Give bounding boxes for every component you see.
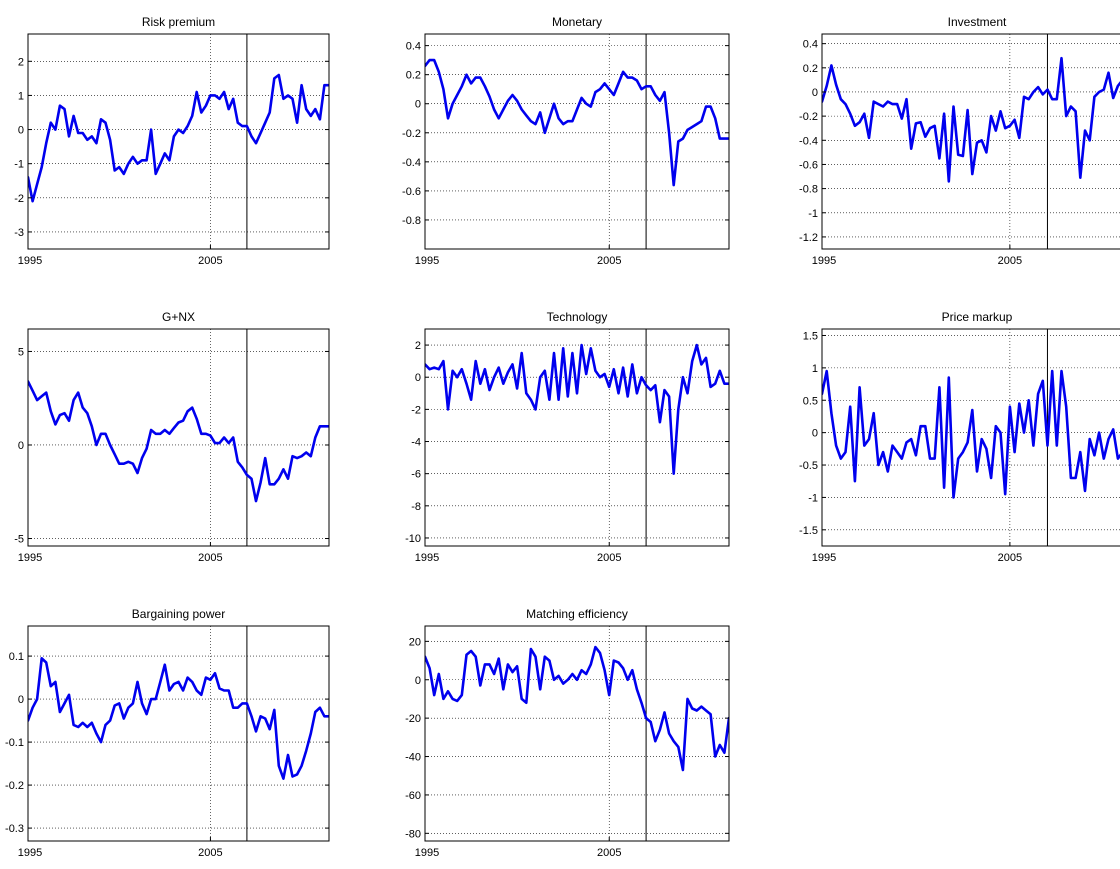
y-tick-label: -5	[14, 534, 24, 546]
series-line	[822, 369, 1120, 499]
subplot-1: -3 -2 -1 0 1 2 1995 2005 Risk premium	[14, 15, 330, 267]
y-tick-label: -1.2	[799, 232, 818, 244]
y-tick-label: -0.8	[799, 184, 818, 196]
subplot-title: Matching efficiency	[526, 607, 628, 621]
subplot-title: Monetary	[552, 15, 602, 29]
y-tick-label: -0.4	[402, 157, 421, 169]
y-tick-label: 0	[415, 372, 421, 384]
axes-frame	[821, 328, 1120, 547]
y-tick-label: -20	[405, 713, 421, 725]
x-tick-label: 1995	[415, 255, 439, 267]
subplot-title: Technology	[547, 310, 608, 324]
y-tick-label: 1	[812, 363, 818, 375]
y-tick-label: 0	[812, 87, 818, 99]
subplot-8: -80 -60 -40 -20 0 20 1995 2005 Matching efficien…	[405, 607, 730, 859]
series-line	[425, 343, 729, 475]
series-line	[28, 657, 329, 780]
y-tick-label: 0	[18, 440, 24, 452]
y-tick-label: -0.5	[799, 460, 818, 472]
subplot-title: G+NX	[162, 310, 195, 324]
series-line	[822, 56, 1120, 183]
x-tick-label: 2005	[198, 552, 222, 564]
x-tick-label: 2005	[597, 552, 621, 564]
y-tick-label: 0.2	[803, 63, 818, 75]
y-tick-label: 0	[415, 675, 421, 687]
series-line	[28, 73, 329, 203]
y-tick-label: 0.4	[803, 39, 818, 51]
x-tick-label: 2005	[998, 552, 1022, 564]
y-tick-label: -0.1	[5, 737, 24, 749]
y-tick-label: 5	[18, 346, 24, 358]
y-tick-label: -60	[405, 790, 421, 802]
y-tick-label: -3	[14, 227, 24, 239]
y-tick-label: -1.5	[799, 525, 818, 537]
y-tick-label: -0.6	[402, 186, 421, 198]
y-tick-label: 0.2	[406, 70, 421, 82]
y-tick-label: 1	[18, 90, 24, 102]
x-tick-label: 2005	[597, 255, 621, 267]
subplot-6: -1.5 -1 -0.5 0 0.5 1 1.5 1995 2005 Price markup	[799, 310, 1120, 564]
series-line	[28, 380, 329, 503]
y-tick-label: 0.4	[406, 41, 421, 53]
axes-frame	[424, 33, 730, 250]
axes-frame	[27, 328, 330, 547]
y-tick-label: -0.6	[799, 159, 818, 171]
y-tick-label: 2	[18, 56, 24, 68]
y-tick-label: -0.2	[5, 780, 24, 792]
y-tick-label: 0	[415, 99, 421, 111]
axes-frame	[424, 328, 730, 547]
subplot-4: -5 0 5 1995 2005 G+NX	[14, 310, 330, 564]
y-tick-label: -2	[14, 193, 24, 205]
x-tick-label: 1995	[812, 255, 836, 267]
y-tick-label: -1	[808, 492, 818, 504]
axes-frame	[27, 625, 330, 842]
y-tick-label: 20	[409, 636, 421, 648]
x-tick-label: 1995	[18, 255, 42, 267]
y-tick-label: -80	[405, 828, 421, 840]
y-tick-label: -1	[808, 208, 818, 220]
y-tick-label: 0.5	[803, 395, 818, 407]
subplot-title: Risk premium	[142, 15, 215, 29]
x-tick-label: 2005	[198, 255, 222, 267]
y-tick-label: 0	[812, 428, 818, 440]
subplot-title: Investment	[948, 15, 1007, 29]
y-tick-label: 2	[415, 340, 421, 352]
subplot-5: -10 -8 -6 -4 -2 0 2 1995 2005 Technology	[405, 310, 730, 564]
subplot-3: -1.2 -1 -0.8 -0.6 -0.4 -0.2 0 0.2 0.4 1995 2005 Inv…	[799, 15, 1120, 267]
x-tick-label: 1995	[18, 847, 42, 859]
y-tick-label: -4	[411, 437, 421, 449]
y-tick-label: 0.1	[9, 651, 24, 663]
y-tick-label: -0.3	[5, 823, 24, 835]
y-tick-label: -0.4	[799, 135, 818, 147]
subplot-7: -0.3 -0.2 -0.1 0 0.1 1995 2005 Bargaining power	[5, 607, 330, 859]
x-tick-label: 1995	[18, 552, 42, 564]
y-tick-label: 1.5	[803, 330, 818, 342]
subplot-title: Price markup	[942, 310, 1013, 324]
y-tick-label: -10	[405, 533, 421, 545]
subplot-title: Bargaining power	[132, 607, 225, 621]
series-line	[425, 645, 729, 772]
y-tick-label: -0.2	[799, 111, 818, 123]
y-tick-label: 0	[18, 694, 24, 706]
y-tick-label: -40	[405, 752, 421, 764]
x-tick-label: 1995	[415, 552, 439, 564]
y-tick-label: -8	[411, 501, 421, 513]
x-tick-label: 2005	[998, 255, 1022, 267]
y-tick-label: 0	[18, 125, 24, 137]
series-line	[425, 58, 729, 187]
y-tick-label: -1	[14, 159, 24, 171]
x-tick-label: 2005	[597, 847, 621, 859]
y-tick-label: -2	[411, 404, 421, 416]
x-tick-label: 2005	[198, 847, 222, 859]
axes-frame	[27, 33, 330, 250]
y-tick-label: -0.2	[402, 128, 421, 140]
subplot-2: -0.8 -0.6 -0.4 -0.2 0 0.2 0.4 1995 2005 Monetary	[402, 15, 730, 267]
y-tick-label: -6	[411, 469, 421, 481]
x-tick-label: 1995	[415, 847, 439, 859]
y-tick-label: -0.8	[402, 215, 421, 227]
x-tick-label: 1995	[812, 552, 836, 564]
axes-frame	[821, 33, 1120, 250]
axes-frame	[424, 625, 730, 842]
